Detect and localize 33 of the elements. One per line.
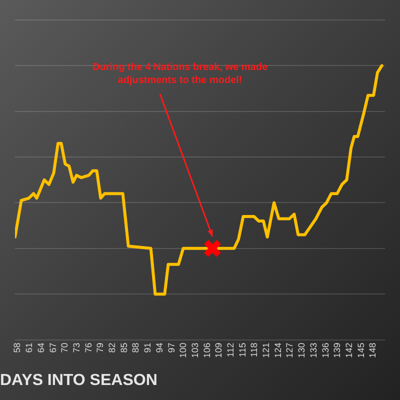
x-tick-label: 73 bbox=[71, 342, 82, 353]
x-tick-label: 82 bbox=[107, 342, 118, 353]
x-tick-label: 106 bbox=[202, 342, 212, 358]
annotation: During the 4 Nations break, we made adjustments to the model! bbox=[92, 62, 268, 86]
x-tick-label: 70 bbox=[60, 342, 70, 353]
x-tick-label: 58 bbox=[12, 342, 22, 353]
x-tick-label: 124 bbox=[272, 342, 283, 358]
x-tick-label: 136 bbox=[320, 342, 330, 358]
x-tick-label: 103 bbox=[190, 342, 200, 358]
x-tick-label: 67 bbox=[48, 342, 58, 353]
x-axis-title: DAYS INTO SEASON bbox=[0, 372, 158, 389]
x-tick-label: 76 bbox=[83, 342, 94, 353]
x-tick-label: 109 bbox=[214, 342, 224, 358]
x-tick-label: 94 bbox=[154, 342, 164, 353]
x-tick-label: 64 bbox=[36, 342, 46, 353]
x-tick-label: 142 bbox=[344, 342, 354, 358]
x-tick-label: 112 bbox=[225, 342, 236, 358]
x-tick-label: 85 bbox=[118, 342, 129, 353]
x-tick-label: 97 bbox=[166, 342, 176, 353]
x-tick-label: 130 bbox=[296, 342, 307, 358]
x-tick-label: 115 bbox=[237, 342, 248, 358]
x-tick-label: 145 bbox=[356, 342, 366, 358]
x-tick-label: 91 bbox=[142, 342, 153, 353]
x-tick-label: 61 bbox=[24, 342, 34, 353]
x-tick-label: 118 bbox=[249, 342, 260, 358]
x-tick-label: 79 bbox=[95, 342, 106, 353]
x-tick-label: 133 bbox=[308, 342, 318, 358]
x-tick-label: 139 bbox=[332, 342, 342, 358]
x-tick-label: 121 bbox=[261, 342, 272, 358]
x-tick-label: 127 bbox=[284, 342, 295, 358]
x-tick-label: 100 bbox=[178, 342, 188, 358]
x-tick-label: 148 bbox=[368, 342, 378, 358]
x-tick-label: 88 bbox=[130, 342, 141, 353]
